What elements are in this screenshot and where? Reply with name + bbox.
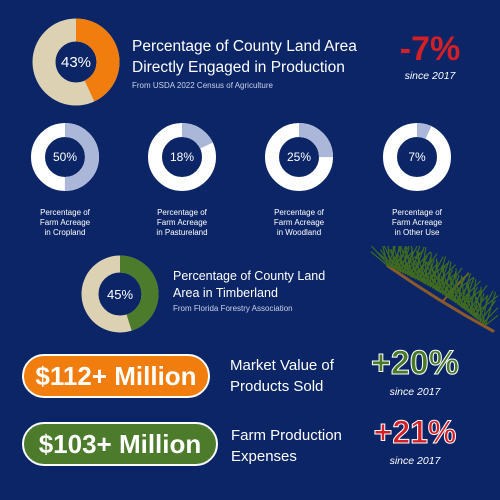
donut-value-label: 45% — [106, 286, 134, 302]
expenses-pill: $103+ Million — [22, 422, 218, 466]
market-label: Market Value of Products Sold — [230, 355, 370, 397]
pine-needle — [463, 296, 482, 322]
donut-value-label: 7% — [408, 150, 426, 164]
pastureland-donut: 18% — [147, 122, 217, 192]
pine-needle — [380, 249, 394, 269]
pine-needle — [419, 247, 427, 282]
caption-line: Percentage of — [274, 208, 324, 217]
expenses-since: since 2017 — [389, 455, 441, 467]
pine-needle — [449, 273, 454, 302]
pine-needle — [455, 281, 464, 309]
pine-needle — [484, 292, 497, 326]
pine-needle — [434, 256, 447, 291]
donut-value-arc — [31, 123, 99, 191]
pine-needle — [472, 302, 484, 324]
other-use-caption: Percentage of Farm Acreage in Other Use — [367, 208, 467, 238]
caption-line: Farm Acreage — [273, 218, 325, 227]
pine-needle — [424, 257, 429, 286]
caption-line: Percentage of — [392, 208, 442, 217]
headline-source: From USDA 2022 Census of Agriculture — [132, 81, 273, 90]
pine-needle — [395, 262, 414, 279]
pine-needle — [474, 291, 479, 320]
pine-needle — [402, 264, 427, 285]
caption-line: in Woodland — [276, 228, 322, 237]
other-use-donut: 7% — [382, 122, 452, 192]
donut-value-arc — [265, 123, 333, 191]
pine-needle — [405, 261, 419, 281]
pine-needle — [388, 249, 407, 275]
pine-needle — [459, 272, 472, 307]
caption-line: Farm Acreage — [156, 218, 208, 227]
pine-needle — [452, 298, 477, 318]
pine-needle — [432, 269, 447, 297]
pine-needle — [416, 250, 427, 285]
market-label-line2: Products Sold — [230, 378, 324, 395]
pine-needle — [370, 251, 389, 267]
pine-needle — [462, 302, 479, 320]
caption-line: in Other Use — [394, 228, 440, 237]
pine-needle — [427, 279, 452, 300]
donut-value-label: 43% — [60, 53, 92, 71]
donut-value-arc — [383, 123, 451, 191]
donut-value-arc — [81, 255, 159, 333]
expenses-label-line2: Expenses — [231, 448, 297, 465]
timberland-donut: 45% — [80, 254, 160, 334]
pine-needle — [445, 293, 464, 309]
donut-value-label: 25% — [286, 150, 312, 164]
pastureland-caption: Percentage of Farm Acreage in Pasturelan… — [132, 208, 232, 238]
headline-title-line2: Directly Engaged in Production — [132, 59, 345, 76]
pine-needle — [390, 248, 399, 272]
market-label-line1: Market Value of — [230, 357, 334, 374]
cropland-donut: 50% — [30, 122, 100, 192]
caption-line: in Cropland — [44, 228, 86, 237]
expenses-label-line1: Farm Production — [231, 427, 342, 444]
caption-line: Percentage of — [40, 208, 90, 217]
pine-needle — [387, 255, 404, 274]
woodland-caption: Percentage of Farm Acreage in Woodland — [249, 208, 349, 238]
donut-value-label: 18% — [169, 150, 195, 164]
pine-needle — [370, 244, 392, 268]
timber-source: From Florida Forestry Association — [173, 304, 293, 313]
headline-change: -7% — [399, 30, 461, 68]
pine-needle — [450, 277, 462, 307]
pine-needle — [430, 264, 439, 292]
pine-needle — [484, 313, 500, 326]
land-production-donut: 43% — [22, 8, 130, 116]
donut-value-label: 50% — [52, 150, 78, 164]
market-since: since 2017 — [389, 386, 441, 398]
caption-line: in Pastureland — [156, 228, 208, 237]
market-change: +20% — [371, 344, 460, 383]
headline-since: since 2017 — [404, 70, 456, 82]
woodland-donut: 25% — [264, 122, 334, 192]
donut-value-arc — [148, 123, 216, 191]
pine-needle — [407, 254, 422, 282]
timber-title-line2: Area in Timberland — [173, 286, 278, 300]
pine-needle — [410, 244, 417, 280]
pine-needle — [420, 276, 439, 292]
expenses-change: +21% — [373, 414, 457, 451]
pine-needle — [377, 252, 402, 273]
expenses-label: Farm Production Expenses — [231, 425, 371, 467]
pine-needle — [454, 267, 457, 304]
caption-line: Farm Acreage — [391, 218, 443, 227]
pine-needle — [475, 296, 487, 326]
headline-title-line1: Percentage of County Land Area — [132, 38, 357, 55]
pine-needle — [479, 286, 482, 322]
cropland-caption: Percentage of Farm Acreage in Cropland — [15, 208, 115, 238]
market-value-pill: $112+ Million — [22, 354, 210, 398]
pine-needle — [444, 261, 452, 297]
donut-value-arc — [32, 18, 120, 106]
pine-branch-illustration — [368, 232, 500, 338]
caption-line: Farm Acreage — [39, 218, 91, 227]
timber-title-line1: Percentage of County Land — [173, 269, 326, 283]
caption-line: Percentage of — [157, 208, 207, 217]
timber-title: Percentage of County Land Area in Timber… — [173, 268, 373, 302]
headline-title: Percentage of County Land Area Directly … — [132, 36, 382, 78]
